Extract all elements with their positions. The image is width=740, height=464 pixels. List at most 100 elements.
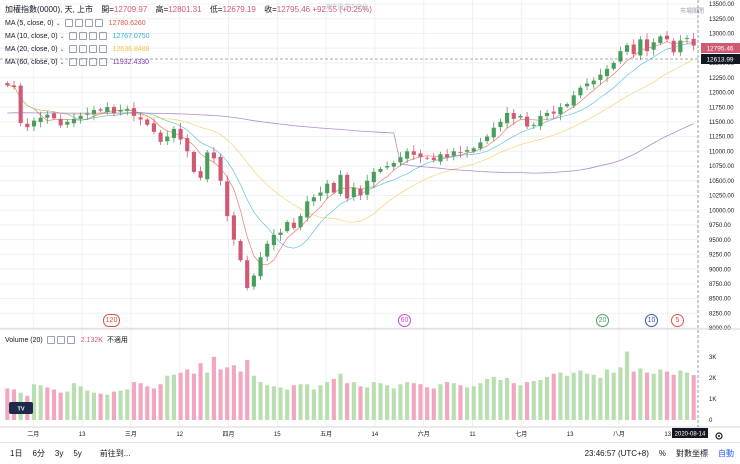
- logo-icon: TV: [9, 402, 33, 414]
- candle-body: [411, 151, 416, 155]
- time-tick-label: 13: [567, 432, 574, 438]
- eye-icon: [64, 19, 73, 27]
- volume-bar: [51, 389, 57, 420]
- ma-legend-row[interactable]: MA (20, close, 0) ⌄ 12636.8488: [5, 45, 150, 53]
- candle-body: [511, 112, 516, 119]
- volume-bar: [425, 387, 430, 420]
- moving-average-lines: [7, 40, 694, 266]
- close-value: 12795.46: [276, 5, 311, 14]
- candle-body: [564, 104, 570, 107]
- range-button-1d[interactable]: 1日: [10, 449, 23, 458]
- timeframe-badge-60[interactable]: 60: [398, 314, 411, 327]
- ma-legend-value: 11932.4330: [112, 58, 150, 66]
- candle-body: [171, 128, 176, 138]
- ma-legend-row[interactable]: MA (10, close, 0) ⌄ 12767.0750: [5, 32, 150, 40]
- auto-scale-toggle[interactable]: 自動: [718, 449, 734, 458]
- settings-gear-icon[interactable]: [715, 432, 723, 440]
- candle-body: [231, 215, 236, 240]
- chevron-down-icon[interactable]: ⌄: [55, 20, 61, 27]
- candle-body: [271, 234, 276, 246]
- volume-bar: [485, 378, 490, 420]
- candle-body: [671, 40, 676, 53]
- volume-bar: [318, 385, 323, 420]
- svg-text:TV: TV: [17, 407, 24, 413]
- chevron-down-icon[interactable]: ⌄: [59, 33, 65, 40]
- volume-bar: [111, 391, 117, 420]
- more-icon: [98, 45, 107, 53]
- low-label: 低=: [209, 5, 223, 14]
- candle-body: [385, 166, 390, 168]
- chevron-down-icon[interactable]: ⌄: [59, 59, 65, 66]
- volume-bar: [611, 372, 616, 420]
- volume-bar: [211, 356, 216, 420]
- price-tick-label: 12250.00: [709, 76, 735, 82]
- eye-icon: [68, 45, 77, 53]
- ma-legend-row[interactable]: MA (5, close, 0) ⌄ 12780.6260: [5, 19, 146, 27]
- candle-body: [5, 83, 10, 86]
- time-tick-label: 14: [372, 432, 379, 438]
- goto-date-button[interactable]: 前往到...: [99, 449, 131, 458]
- ma-legend-tools[interactable]: [68, 32, 107, 40]
- symbol-header: 加權指數(0000), 天, 上市 開=12709.97 高=12801.31 …: [5, 4, 372, 15]
- ma-legend-label: MA (60, close, 0): [5, 58, 58, 66]
- volume-bar: [511, 383, 516, 420]
- range-button-3y[interactable]: 3y: [54, 449, 64, 458]
- volume-bar: [385, 385, 390, 420]
- volume-bar: [458, 385, 463, 420]
- candle-body: [18, 85, 23, 123]
- volume-bar: [65, 391, 70, 420]
- candle-body: [431, 157, 436, 161]
- volume-bar: [525, 382, 530, 420]
- volume-bar: [165, 375, 170, 420]
- volume-legend-tools[interactable]: [46, 336, 75, 344]
- ma-line-10: [7, 43, 694, 249]
- price-tick-label: 11250.00: [709, 135, 734, 141]
- candle-body: [558, 107, 563, 115]
- timeframe-badge-20[interactable]: 20: [596, 314, 609, 327]
- candle-body: [85, 113, 90, 115]
- ma-legend-tools[interactable]: [68, 58, 107, 66]
- volume-bar: [71, 383, 77, 420]
- volume-bar: [644, 372, 650, 420]
- ma-legend-tools[interactable]: [68, 45, 107, 53]
- grid-lines: [0, 0, 698, 427]
- range-button-5y[interactable]: 5y: [73, 449, 82, 458]
- price-tick-label: 8500.00: [709, 297, 731, 303]
- price-tick-label: 13500.00: [709, 2, 735, 8]
- candle-body: [105, 107, 110, 113]
- candle-body: [131, 108, 137, 116]
- volume-legend[interactable]: Volume (20) 2.132K 不適用: [5, 335, 128, 345]
- volume-bar: [638, 368, 643, 420]
- settings-icon: [78, 45, 87, 53]
- ma-legend-row[interactable]: MA (60, close, 0) ⌄ 11932.4330: [5, 58, 149, 66]
- volume-bar: [618, 367, 623, 420]
- price-axis[interactable]: 8000.008250.008500.008750.009000.009250.…: [709, 2, 735, 424]
- candle-body: [38, 117, 43, 123]
- volume-bar: [678, 370, 683, 420]
- volume-legend-value: 2.132K: [80, 336, 103, 344]
- log-scale-toggle[interactable]: 對數坐標: [676, 449, 708, 458]
- timeframe-badge-120[interactable]: 120: [103, 314, 120, 327]
- volume-legend-label: Volume (20): [5, 336, 43, 344]
- chevron-down-icon[interactable]: ⌄: [59, 46, 65, 53]
- candle-body: [198, 171, 203, 178]
- percent-toggle[interactable]: %: [658, 449, 666, 458]
- ma-line-5: [7, 40, 694, 266]
- price-tick-label: 13000.00: [709, 32, 735, 38]
- time-axis[interactable]: 二月 13 三月 12 四月 15 五月 14 六月 11 七月 13 八月 13: [27, 430, 671, 438]
- volume-bar: [391, 388, 396, 420]
- timeframe-badge-5[interactable]: 5: [671, 314, 684, 327]
- volume-bar: [125, 389, 130, 420]
- candle-body: [391, 163, 396, 167]
- ma-legend-tools[interactable]: [64, 19, 103, 27]
- settings-icon: [78, 58, 87, 66]
- range-button-6m[interactable]: 6分: [32, 449, 45, 458]
- time-tick-label: 13: [664, 432, 671, 438]
- timeframe-badge-10[interactable]: 10: [645, 314, 658, 327]
- volume-bar: [465, 387, 470, 420]
- symbol-title[interactable]: 加權指數(0000), 天, 上市: [5, 5, 94, 14]
- ma-legend-value: 12767.0750: [112, 32, 150, 40]
- volume-bar: [351, 382, 356, 420]
- volume-bar: [178, 372, 183, 420]
